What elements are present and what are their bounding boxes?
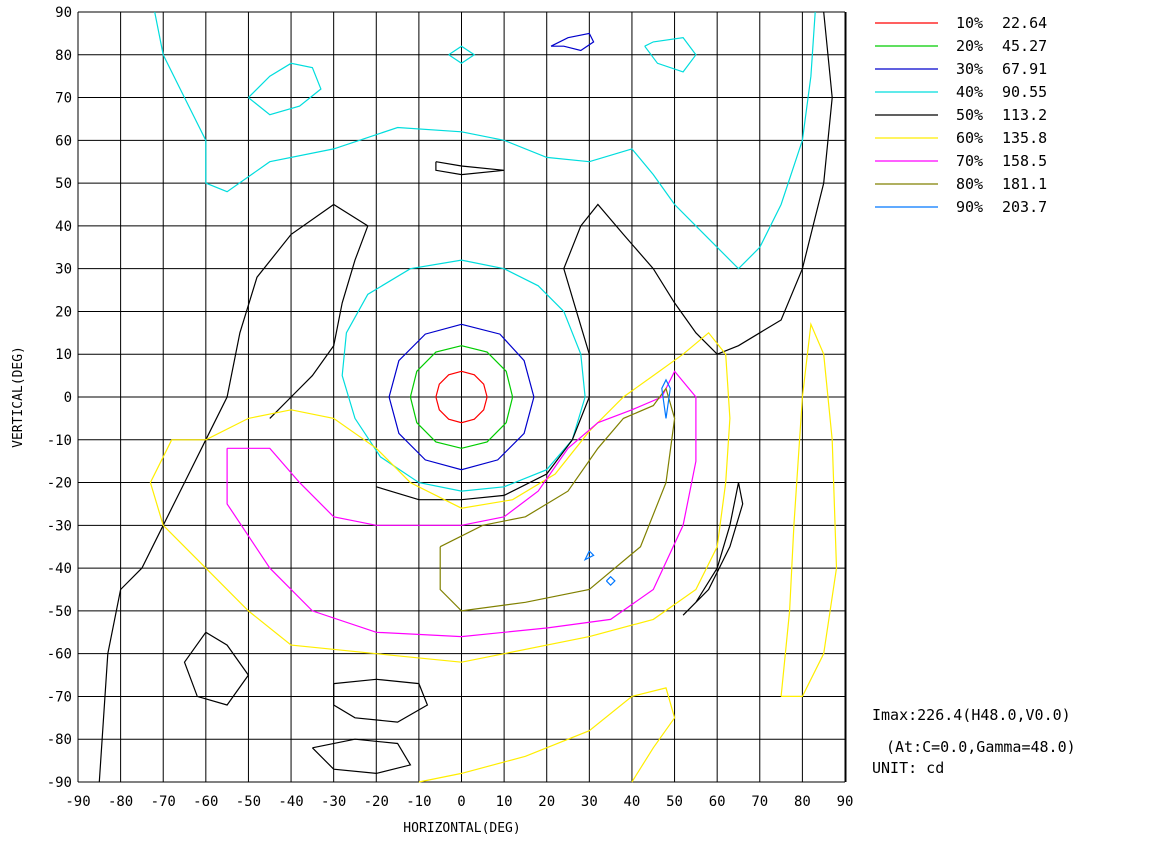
- contour-line-50pct: [311, 738, 412, 775]
- at-text: (At:C=0.0,Gamma=48.0): [886, 738, 1076, 756]
- legend-value: 158.5: [1002, 152, 1047, 170]
- contour-line-40pct: [341, 259, 586, 492]
- contour-line-60pct: [418, 687, 676, 783]
- x-axis-title: HORIZONTAL(DEG): [403, 821, 520, 836]
- y-tick-label: 0: [64, 390, 72, 406]
- grid: [77, 11, 847, 783]
- legend-value: 135.8: [1002, 129, 1047, 147]
- legend-pct: 70%: [956, 152, 983, 170]
- y-tick-label: -40: [47, 561, 72, 577]
- y-tick-label: 10: [55, 347, 72, 363]
- y-tick-label: 90: [55, 5, 72, 21]
- legend-pct: 40%: [956, 83, 983, 101]
- contour-line-50pct: [435, 161, 505, 176]
- x-tick-label: 0: [457, 794, 465, 810]
- x-tick-label: 10: [496, 794, 513, 810]
- x-tick-label: 80: [794, 794, 811, 810]
- imax-text: Imax:226.4(H48.0,V0.0): [872, 706, 1071, 724]
- x-tick-label: -20: [364, 794, 389, 810]
- legend-value: 22.64: [1002, 14, 1047, 32]
- x-tick-label: -60: [193, 794, 218, 810]
- y-tick-label: 70: [55, 91, 72, 107]
- y-tick-label: -20: [47, 476, 72, 492]
- x-tick-label: -70: [151, 794, 176, 810]
- y-tick-label: -90: [47, 775, 72, 791]
- x-tick-label: 90: [837, 794, 854, 810]
- y-tick-label: -30: [47, 518, 72, 534]
- x-tick-label: 60: [709, 794, 726, 810]
- legend-pct: 80%: [956, 175, 983, 193]
- contour-line-40pct: [448, 45, 476, 65]
- x-tick-label: -10: [406, 794, 431, 810]
- contour-line-90pct: [661, 378, 671, 419]
- y-tick-label: -70: [47, 689, 72, 705]
- y-tick-label: -10: [47, 433, 72, 449]
- y-tick-label: 40: [55, 219, 72, 235]
- y-tick-label: 60: [55, 133, 72, 149]
- contour-line-40pct: [154, 11, 816, 270]
- legend-value: 203.7: [1002, 198, 1047, 216]
- contour-line-30pct: [388, 323, 535, 471]
- contour-line-80pct: [439, 387, 676, 612]
- contour-line-60pct: [149, 331, 731, 663]
- y-tick-label: 50: [55, 176, 72, 192]
- unit-text: UNIT: cd: [872, 759, 944, 777]
- contour-line-90pct: [583, 550, 595, 561]
- legend-value: 113.2: [1002, 106, 1047, 124]
- contour-line-50pct: [376, 11, 833, 501]
- x-tick-labels: -90 -80 -70 -60 -50 -40 -30 -20 -10 0 10 20 30 40 50 60…: [65, 794, 853, 810]
- y-tick-label: 30: [55, 262, 72, 278]
- contour-line-40pct: [247, 62, 322, 116]
- contour-line-50pct: [682, 482, 744, 616]
- contour-line-50pct: [98, 203, 369, 783]
- x-tick-label: 20: [538, 794, 555, 810]
- legend-pct: 50%: [956, 106, 983, 124]
- contour-line-50pct: [333, 678, 429, 723]
- x-tick-label: 70: [751, 794, 768, 810]
- contour-line-20pct: [409, 345, 514, 449]
- x-tick-label: 50: [666, 794, 683, 810]
- contour-line-60pct: [780, 321, 838, 697]
- x-tick-label: -30: [321, 794, 346, 810]
- x-tick-label: -90: [65, 794, 90, 810]
- legend-pct: 10%: [956, 14, 983, 32]
- contour-line-50pct: [183, 631, 250, 706]
- legend-value: 45.27: [1002, 37, 1047, 55]
- x-tick-label: -40: [278, 794, 303, 810]
- y-axis-title: VERTICAL(DEG): [11, 346, 26, 448]
- contour-line-90pct: [605, 575, 616, 587]
- contour-line-30pct: [550, 32, 595, 52]
- contour-layer: [98, 11, 838, 783]
- legend-pct: 20%: [956, 37, 983, 55]
- legend-value: 90.55: [1002, 83, 1047, 101]
- legend-value: 181.1: [1002, 175, 1047, 193]
- y-tick-label: -50: [47, 604, 72, 620]
- legend-pct: 60%: [956, 129, 983, 147]
- x-tick-label: 30: [581, 794, 598, 810]
- legend-pct: 30%: [956, 60, 983, 78]
- legend-value: 67.91: [1002, 60, 1047, 78]
- x-tick-label: 40: [624, 794, 641, 810]
- contour-line-10pct: [435, 370, 488, 424]
- y-tick-label: -80: [47, 732, 72, 748]
- y-tick-labels: 90 80 70 60 50 40 30 20 10 0 -10 -20 -30 -40 -50 -60 -70…: [47, 5, 72, 791]
- contour-line-40pct: [644, 37, 697, 73]
- legend: 10% 22.64 20% 45.27 30% 67.91 40% 90.55 50% 113.2…: [875, 14, 1047, 216]
- y-tick-label: 80: [55, 48, 72, 64]
- x-tick-label: -80: [108, 794, 133, 810]
- legend-pct: 90%: [956, 198, 983, 216]
- y-tick-label: 20: [55, 304, 72, 320]
- y-tick-label: -60: [47, 647, 72, 663]
- x-tick-label: -50: [236, 794, 261, 810]
